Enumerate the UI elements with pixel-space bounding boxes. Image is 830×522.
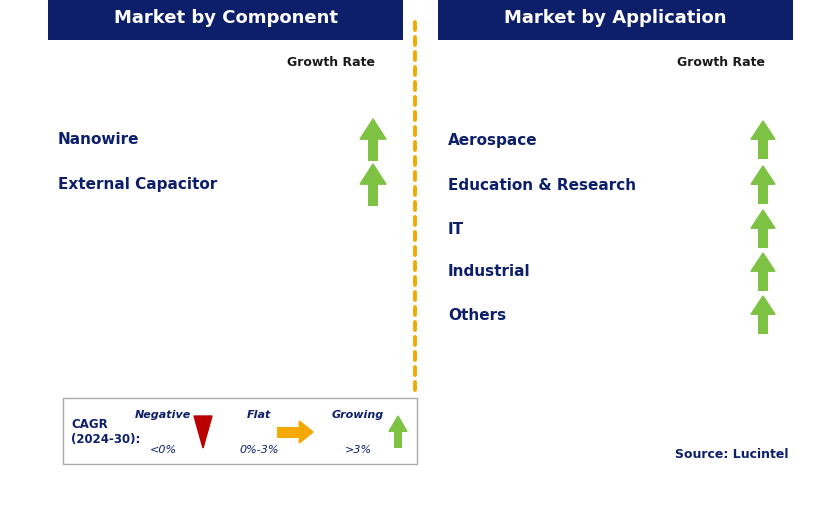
Polygon shape — [360, 164, 386, 184]
Text: Market by Component: Market by Component — [114, 9, 338, 27]
Bar — [758, 139, 768, 159]
Text: CAGR: CAGR — [71, 419, 108, 432]
Text: <0%: <0% — [149, 445, 177, 455]
Text: Growth Rate: Growth Rate — [287, 55, 375, 68]
Polygon shape — [751, 253, 775, 271]
Text: Growing: Growing — [332, 410, 384, 420]
Polygon shape — [751, 166, 775, 184]
Text: Aerospace: Aerospace — [448, 133, 538, 148]
Text: Industrial: Industrial — [448, 265, 530, 279]
Bar — [758, 271, 768, 291]
Bar — [277, 426, 300, 437]
Text: >3%: >3% — [344, 445, 372, 455]
Text: Others: Others — [448, 307, 506, 323]
Polygon shape — [751, 210, 775, 228]
Polygon shape — [389, 416, 407, 431]
Text: 0%-3%: 0%-3% — [239, 445, 279, 455]
Text: Market by Application: Market by Application — [505, 9, 727, 27]
Bar — [368, 139, 378, 161]
Text: IT: IT — [448, 221, 464, 236]
Text: Flat: Flat — [247, 410, 271, 420]
Bar — [63, 398, 417, 464]
Text: Source: Lucintel: Source: Lucintel — [675, 447, 788, 460]
Bar — [368, 184, 378, 206]
Polygon shape — [194, 416, 212, 448]
Text: Education & Research: Education & Research — [448, 177, 636, 193]
Bar — [758, 184, 768, 204]
Bar — [758, 314, 768, 334]
Bar — [438, 0, 793, 40]
Text: External Capacitor: External Capacitor — [58, 177, 217, 193]
Bar — [48, 0, 403, 40]
Bar — [394, 431, 402, 448]
Polygon shape — [360, 119, 386, 139]
Polygon shape — [751, 121, 775, 139]
Bar — [199, 416, 207, 433]
Text: (2024-30):: (2024-30): — [71, 433, 140, 445]
Polygon shape — [751, 296, 775, 314]
Text: Nanowire: Nanowire — [58, 133, 139, 148]
Text: Negative: Negative — [134, 410, 191, 420]
Bar — [758, 228, 768, 248]
Polygon shape — [300, 421, 313, 443]
Text: Growth Rate: Growth Rate — [677, 55, 765, 68]
